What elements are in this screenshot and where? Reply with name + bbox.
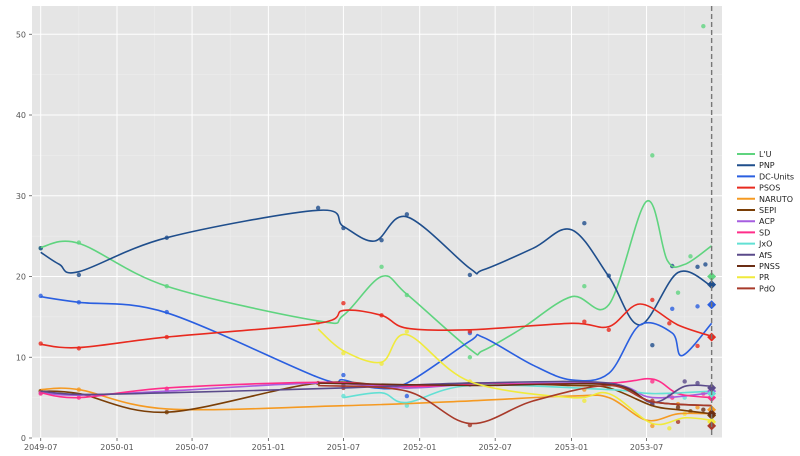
poll-point-psos [606, 327, 611, 332]
poll-point-l-u [379, 264, 384, 270]
legend-label-naruto: NARUTO [759, 195, 793, 204]
poll-point-afs [682, 379, 687, 384]
legend-label-pnss: PNSS [759, 262, 780, 271]
legend-label-l-u: L'U [759, 150, 772, 159]
trend-line-dc-units [40, 295, 713, 390]
legend-label-pnp: PNP [759, 161, 775, 170]
y-tick-label: 10 [16, 353, 26, 362]
latest-markers-layer [707, 272, 717, 431]
legend-label-sepi: SEPI [759, 206, 776, 215]
poll-point-l-u [467, 355, 473, 360]
legend-label-afs: AfS [759, 251, 772, 260]
poll-point-pnss [701, 407, 706, 412]
poll-point-pnss [675, 405, 681, 410]
legend-label-psos: PSOS [759, 184, 780, 193]
latest-marker-afs [707, 383, 717, 393]
poll-point-l-u [650, 153, 655, 158]
poll-point-afs [695, 380, 700, 386]
poll-point-pr [667, 426, 672, 431]
poll-point-pnp [695, 264, 700, 270]
trend-line-pdo [318, 384, 712, 425]
trend-line-sd [40, 377, 712, 399]
x-tick-label: 2052-01 [403, 443, 436, 452]
legend: L'U PNP DC-Units PSOS NARUTO SEPI ACP SD JxO AfS P… [737, 150, 794, 293]
poll-point-pnp [467, 272, 473, 278]
x-tick-label: 2049-07 [24, 443, 57, 452]
poll-point-jxo [404, 403, 410, 408]
trend-line-l-u [40, 200, 713, 356]
poll-point-naruto [695, 405, 700, 410]
poll-point-pr [582, 398, 587, 404]
y-tick-label: 30 [16, 192, 26, 201]
poll-point-pnp [404, 212, 410, 217]
poll-point-pdo [675, 419, 681, 425]
trend-line-psos [40, 303, 712, 349]
latest-marker-l-u [707, 272, 717, 282]
poll-point-pnp [650, 342, 655, 348]
series-layer [38, 23, 717, 431]
y-tick-label: 20 [16, 273, 26, 282]
poll-point-dc-units [670, 306, 675, 312]
trend-line-naruto [40, 387, 712, 422]
latest-marker-pnss [707, 409, 717, 419]
legend-label-dc-units: DC-Units [759, 172, 794, 181]
legend-label-pdo: PdO [759, 284, 775, 293]
x-tick-label: 2050-01 [100, 443, 133, 452]
trend-line-pr [317, 328, 712, 426]
trend-line-pnp [40, 209, 712, 326]
poll-point-dc-units [404, 393, 410, 399]
poll-point-pnp [379, 237, 384, 243]
poll-point-dc-units [341, 372, 346, 378]
poll-point-dc-units [695, 304, 700, 309]
poll-point-psos [582, 319, 587, 324]
poll-point-psos [667, 321, 672, 326]
plot-background [32, 6, 722, 438]
grid-lines [32, 6, 722, 439]
poll-point-pnp [76, 272, 82, 278]
x-tick-label: 2050-07 [175, 443, 208, 452]
latest-marker-pnp [707, 280, 717, 290]
poll-point-pnp [582, 221, 587, 226]
y-tick-label: 50 [16, 30, 26, 39]
legend-label-jxo: JxO [758, 240, 772, 249]
poll-point-naruto [650, 423, 655, 429]
x-tick-label: 2052-07 [478, 443, 511, 452]
y-tick-label: 40 [16, 111, 26, 120]
trend-lines-layer [40, 200, 713, 426]
poll-point-psos [341, 300, 346, 306]
legend-label-pr: PR [759, 273, 770, 282]
poll-point-l-u [701, 23, 706, 29]
x-tick-label: 2053-01 [555, 443, 588, 452]
poll-point-pnp [315, 205, 321, 211]
x-tick-label: 2051-01 [252, 443, 285, 452]
poll-point-sd [650, 379, 655, 384]
legend-label-acp: ACP [759, 217, 775, 226]
poll-point-psos [650, 297, 655, 303]
trend-line-afs [40, 380, 712, 404]
axis-tick-labels: 2049-07 2050-01 2050-07 2051-01 2051-07 2052-… [16, 30, 663, 452]
poll-point-pnp [703, 262, 708, 267]
x-tick-label: 2051-07 [327, 443, 360, 452]
poll-point-l-u [688, 254, 693, 259]
y-tick-label: 0 [21, 434, 26, 443]
legend-label-sd: SD [759, 228, 770, 237]
poll-point-l-u [582, 283, 587, 289]
poll-point-pr [404, 329, 410, 334]
poll-point-psos [695, 343, 700, 349]
poll-point-l-u [675, 290, 681, 295]
x-tick-label: 2053-07 [630, 443, 663, 452]
